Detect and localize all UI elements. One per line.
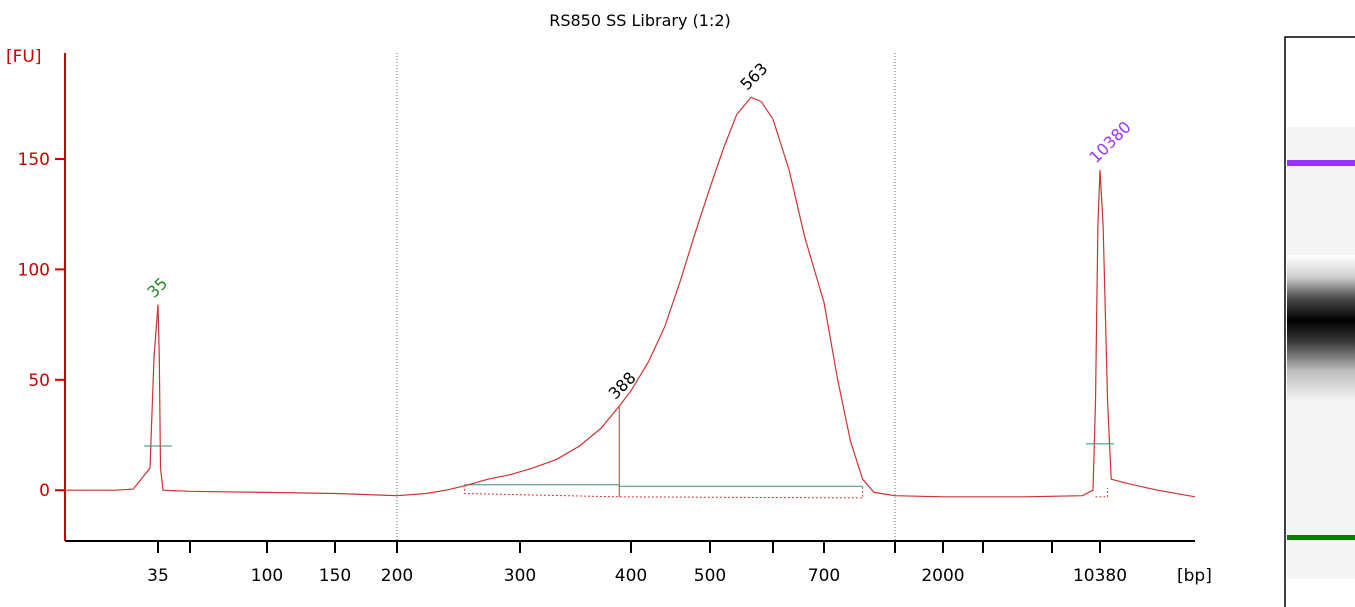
y-tick-label: 100 (18, 260, 50, 280)
x-tick-label: 2000 (921, 566, 964, 586)
smear-region (464, 406, 1109, 499)
region-boundaries (396, 53, 896, 541)
x-tick-label: 150 (319, 566, 351, 586)
x-tick-label: 200 (381, 566, 413, 586)
sample-smear (1287, 255, 1355, 400)
x-ticks: 35 100 150 200 300 400 500 700 2000 10380 (147, 541, 1127, 586)
y-ticks: 0 50 100 150 (18, 150, 65, 501)
smear-baseline (464, 484, 864, 499)
peak-label: 388 (605, 368, 640, 403)
trace-line (65, 96, 1196, 498)
x-tick-label: 500 (694, 566, 726, 586)
peak-label: 563 (736, 59, 771, 94)
x-tick-label: 100 (251, 566, 283, 586)
y-tick-label: 150 (18, 150, 50, 170)
y-tick-label: 0 (39, 481, 50, 501)
x-tick-label: 400 (615, 566, 647, 586)
peak-label: 10380 (1085, 117, 1134, 166)
x-tick-label: 10380 (1073, 566, 1127, 586)
y-tick-label: 50 (28, 371, 50, 391)
x-tick-label: 700 (808, 566, 840, 586)
peak-label: 35 (143, 274, 171, 302)
trace (65, 96, 1196, 498)
y-axis-label: [FU] (6, 47, 42, 67)
upper-marker-band (1287, 160, 1355, 166)
peak-labels: 35 388 563 10380 (143, 59, 1134, 403)
x-tick-label: 35 (147, 566, 169, 586)
gel-lane (1284, 36, 1355, 607)
x-axis-label: [bp] (1177, 566, 1212, 586)
x-tick-label: 300 (504, 566, 536, 586)
chart-title: RS850 SS Library (1:2) (549, 11, 731, 30)
axes (64, 53, 1195, 542)
upper-marker-baseline (1095, 488, 1109, 498)
lower-marker-band (1287, 535, 1355, 540)
